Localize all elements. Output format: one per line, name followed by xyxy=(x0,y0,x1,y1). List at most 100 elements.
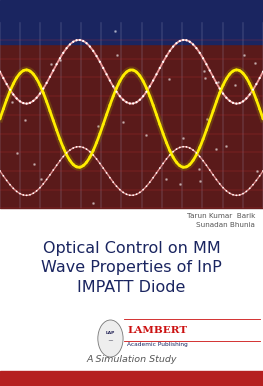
Point xyxy=(164,156,169,162)
Point xyxy=(184,144,189,150)
Point xyxy=(178,38,182,44)
Point xyxy=(18,98,22,105)
Point xyxy=(64,152,69,158)
Point xyxy=(38,185,42,191)
Point xyxy=(154,170,159,176)
Point xyxy=(164,140,169,146)
Point xyxy=(191,147,195,153)
Point xyxy=(1,173,6,179)
Point xyxy=(164,53,169,59)
Point xyxy=(51,167,55,173)
Point xyxy=(108,102,112,108)
Point xyxy=(141,93,145,99)
Point xyxy=(188,39,192,45)
Point xyxy=(11,91,16,98)
Point xyxy=(208,117,212,124)
Point xyxy=(181,164,185,170)
Point xyxy=(184,37,189,43)
Point xyxy=(74,144,79,150)
Point xyxy=(171,149,175,155)
Point xyxy=(71,145,75,151)
Point xyxy=(178,181,182,187)
Point xyxy=(101,165,105,171)
Point xyxy=(201,68,206,74)
Point xyxy=(204,61,209,67)
Point xyxy=(253,60,257,66)
Point xyxy=(174,159,179,165)
Point xyxy=(21,192,26,198)
Point xyxy=(194,152,199,158)
Point xyxy=(158,65,162,71)
Point xyxy=(244,188,249,195)
Bar xyxy=(0,21,263,208)
Point xyxy=(121,119,125,125)
Point xyxy=(74,164,79,170)
Point xyxy=(174,146,179,152)
Point xyxy=(94,53,99,59)
Point xyxy=(91,48,95,54)
Point xyxy=(38,176,43,183)
Point xyxy=(14,95,19,102)
Text: A Simulation Study: A Simulation Study xyxy=(86,355,177,364)
Point xyxy=(128,100,132,107)
Point xyxy=(224,188,229,194)
Point xyxy=(95,123,100,129)
Point xyxy=(4,177,9,183)
Point xyxy=(241,70,245,76)
Point xyxy=(257,75,262,81)
Point xyxy=(11,81,16,87)
Point xyxy=(141,186,145,193)
Point xyxy=(164,176,168,183)
Point xyxy=(161,59,165,65)
Point xyxy=(168,147,172,154)
Point xyxy=(144,85,149,91)
Point xyxy=(31,190,36,196)
Point xyxy=(0,69,2,75)
Point xyxy=(221,82,225,88)
Point xyxy=(71,39,75,45)
Point xyxy=(101,121,105,127)
Point xyxy=(121,73,125,79)
Point xyxy=(128,67,132,73)
Point xyxy=(148,93,152,99)
Point xyxy=(251,86,255,93)
Point xyxy=(8,181,12,188)
Point xyxy=(227,71,232,77)
Point xyxy=(116,81,120,88)
Point xyxy=(114,52,119,58)
Point xyxy=(216,79,220,85)
Point xyxy=(218,86,222,92)
Point xyxy=(58,157,62,164)
Text: LAP: LAP xyxy=(106,331,115,335)
Point xyxy=(237,100,242,106)
Point xyxy=(211,74,215,80)
Point xyxy=(9,100,14,106)
Point xyxy=(244,95,249,102)
Point xyxy=(84,40,89,46)
Point xyxy=(241,98,245,105)
Point xyxy=(131,67,135,73)
Point xyxy=(168,152,172,158)
Circle shape xyxy=(98,320,123,357)
Point xyxy=(231,68,235,74)
Point xyxy=(51,68,55,74)
Point xyxy=(198,178,202,185)
Point xyxy=(4,81,9,87)
Point xyxy=(198,50,202,56)
Point xyxy=(41,90,45,96)
Point xyxy=(158,165,162,171)
Point xyxy=(144,132,148,138)
Point xyxy=(11,185,16,191)
Point xyxy=(257,173,262,179)
Text: ~: ~ xyxy=(108,339,113,345)
Point xyxy=(138,73,142,79)
Point xyxy=(208,68,212,74)
Point xyxy=(1,106,6,112)
Point xyxy=(98,131,102,137)
Point xyxy=(8,86,12,93)
Point xyxy=(44,176,49,183)
Point xyxy=(188,145,192,151)
Point xyxy=(114,89,119,95)
Point xyxy=(218,90,222,96)
Point xyxy=(54,162,59,168)
